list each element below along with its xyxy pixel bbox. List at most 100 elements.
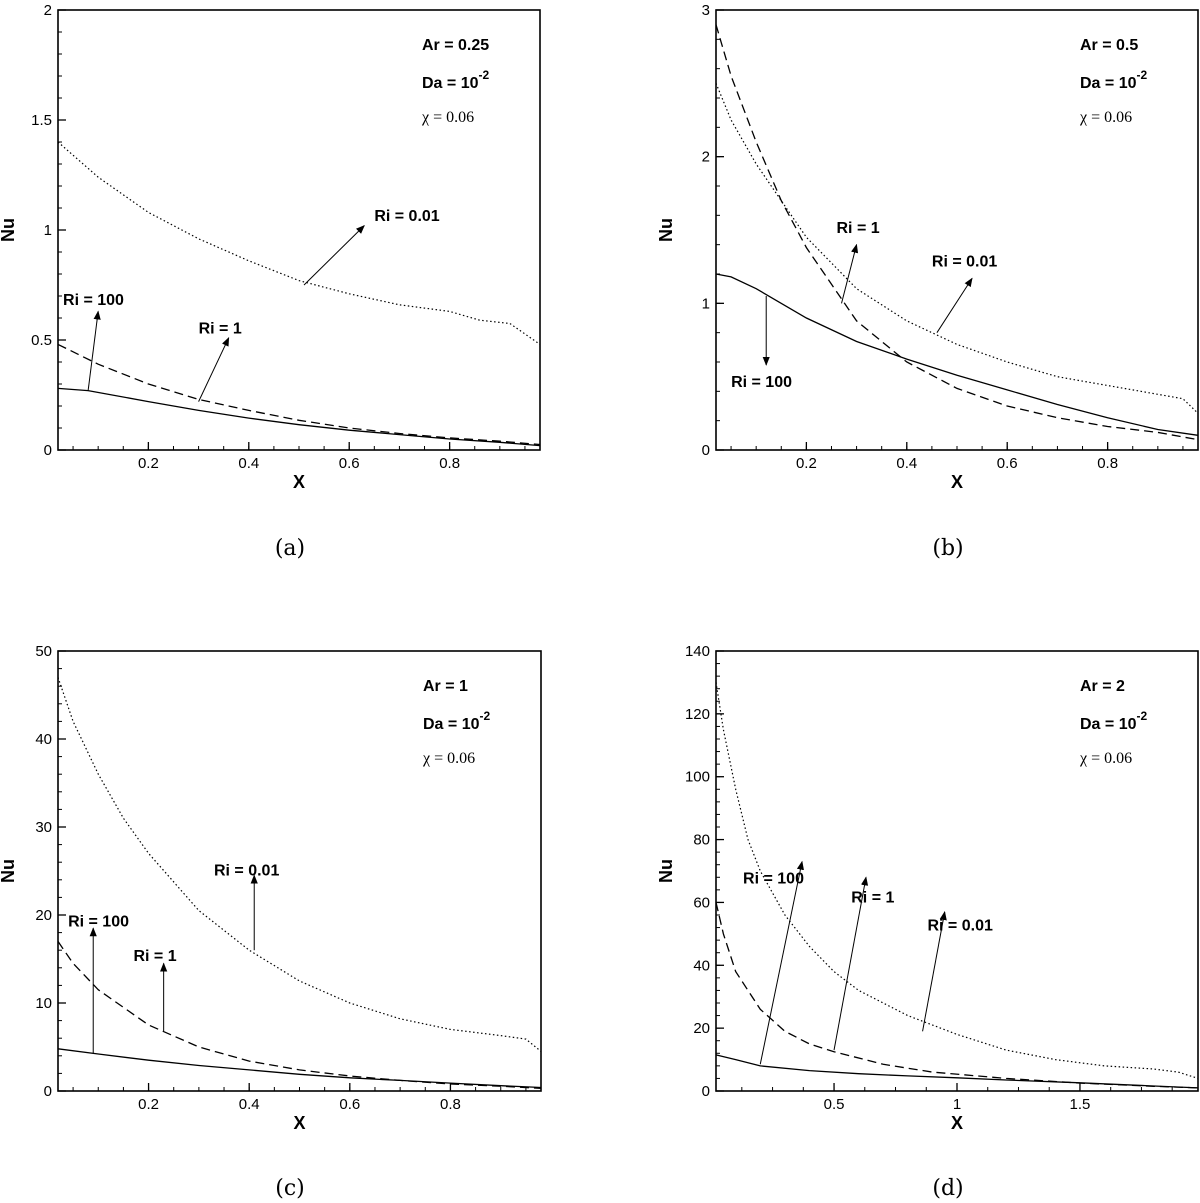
panel-caption: (a) [275,536,305,561]
series-line-solid [57,387,541,447]
x-tick-label: 0.8 [1097,455,1118,472]
param-chi: χ = 0.06 [422,750,475,767]
annotation-label: Ri = 100 [743,871,804,888]
x-tick-label: 1 [953,1096,961,1113]
y-tick-label: 50 [35,643,52,660]
annotation-label: Ri = 0.01 [374,208,439,225]
y-tick-label: 0 [44,1083,52,1100]
annotation-arrow [833,876,869,1051]
x-tick-label: 0.4 [896,455,917,472]
x-tick-label: 1.5 [1070,1096,1091,1113]
y-tick-label: 20 [35,907,52,924]
panel-caption: (c) [275,1176,305,1201]
x-axis-label: X [293,1113,305,1133]
x-tick-label: 0.5 [824,1096,845,1113]
series-line-dotted [57,141,541,345]
series-line-dotted [57,677,542,1052]
param-da-text: Da = 10 [422,75,479,92]
y-tick-label: 40 [35,731,52,748]
y-tick-label: 0 [702,1083,710,1100]
y-tick-label: 30 [35,819,52,836]
annotation-arrow [922,910,947,1032]
annotation-arrow [759,860,804,1065]
x-axis-label: X [293,472,305,492]
y-tick-label: 3 [702,2,710,19]
series-line-dashed [715,24,1199,441]
series-line-solid [57,1048,542,1089]
y-tick-label: 100 [685,769,710,786]
y-tick-label: 0 [44,442,52,459]
annotation-label: Ri = 1 [199,320,242,337]
annotation-arrow [303,224,365,286]
annotation-label: Ri = 100 [63,292,124,309]
y-tick-label: 120 [685,706,710,723]
param-ar: Ar = 0.5 [1080,37,1138,54]
x-tick-label: 0.2 [138,1096,159,1113]
y-tick-label: 2 [44,2,52,19]
annotation-label: Ri = 100 [68,913,129,930]
chart-panel-b: 0.2 0.4 0.6 0.8 0 1 2 3 X Nu Ri = 1 Ri = 0.01 Ri = 1… [656,2,1199,561]
annotation-label: Ri = 0.01 [214,862,279,879]
param-da-text: Da = 10 [423,716,480,733]
y-tick-label: 140 [685,643,710,660]
chart-panel-d: 0.5 1 1.5 0 20 40 60 80 100 120 140 X Nu Ri = 100 Ri =… [656,643,1199,1201]
chart-panel-c: 0.2 0.4 0.6 0.8 0 10 20 30 40 50 X Nu Ri = 0.01 Ri = … [0,643,542,1201]
annotation-arrow [87,310,101,391]
annotation-label: Ri = 1 [133,948,176,965]
param-chi: χ = 0.06 [1079,750,1132,767]
param-da: Da = 10-2 [422,68,489,92]
y-axis-label: Nu [656,859,676,883]
x-tick-label: 0.8 [440,1096,461,1113]
panel-caption: (d) [932,1176,963,1201]
annotation-label: Ri = 0.01 [932,254,997,271]
annotation-label: Ri = 100 [731,374,792,391]
y-axis-label: Nu [0,859,18,883]
y-tick-label: 1 [44,222,52,239]
param-da: Da = 10-2 [1080,68,1147,92]
x-tick-label: 0.6 [997,455,1018,472]
param-da-exponent: -2 [478,68,489,82]
param-ar: Ar = 1 [423,678,468,695]
param-chi: χ = 0.06 [1079,109,1132,126]
y-tick-label: 0.5 [31,332,52,349]
param-da-exponent: -2 [1136,709,1147,723]
annotation-label: Ri = 0.01 [927,918,992,935]
annotation-label: Ri = 1 [851,889,894,906]
param-da: Da = 10-2 [1080,709,1147,733]
x-tick-label: 0.6 [339,455,360,472]
series-line-solid [715,1054,1199,1089]
x-tick-label: 0.4 [239,1096,260,1113]
y-tick-label: 80 [693,832,710,849]
panel-caption: (b) [932,536,963,561]
annotation-arrow [198,336,230,402]
param-da-text: Da = 10 [1080,716,1137,733]
chart-panel-a: 0.2 0.4 0.6 0.8 0 0.5 1 1.5 2 X Nu Ri = 0.01 Ri = 1 R… [0,2,541,561]
y-tick-label: 40 [693,957,710,974]
param-da-text: Da = 10 [1080,75,1137,92]
y-axis-label: Nu [0,218,18,242]
param-ar: Ar = 0.25 [422,37,489,54]
x-tick-label: 0.6 [339,1096,360,1113]
y-tick-label: 20 [693,1020,710,1037]
series-line-dotted [715,83,1199,414]
x-tick-label: 0.8 [439,455,460,472]
x-tick-label: 0.4 [238,455,259,472]
x-tick-label: 0.2 [138,455,159,472]
series-line-dashed [57,343,541,446]
y-tick-label: 2 [702,149,710,166]
annotation-arrow [841,243,859,304]
y-tick-label: 60 [693,894,710,911]
series-line-solid [715,273,1199,436]
x-tick-label: 0.2 [796,455,817,472]
y-tick-label: 10 [35,995,52,1012]
y-tick-label: 1 [702,295,710,312]
param-da-exponent: -2 [1136,68,1147,82]
param-da: Da = 10-2 [423,709,490,733]
annotation-arrow [936,277,973,333]
annotation-label: Ri = 1 [837,220,880,237]
x-axis-label: X [951,472,963,492]
param-da-exponent: -2 [479,709,490,723]
param-ar: Ar = 2 [1080,678,1125,695]
x-axis-label: X [951,1113,963,1133]
